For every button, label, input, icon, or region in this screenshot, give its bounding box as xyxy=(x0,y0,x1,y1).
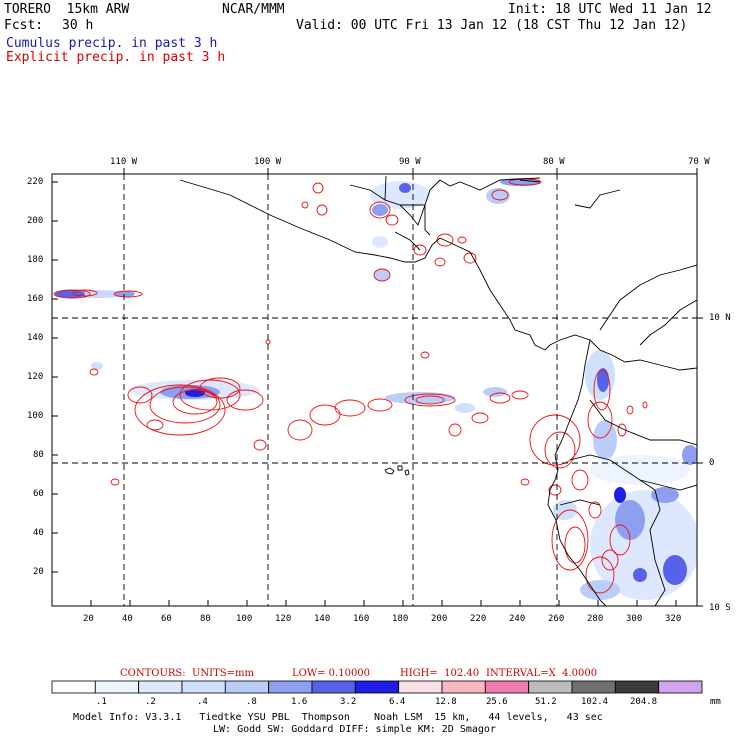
x-tick-label: 100 xyxy=(236,614,253,624)
y-tick-label: 40 xyxy=(33,528,44,538)
x-tick-label: 180 xyxy=(392,614,409,624)
colorbar-swatch xyxy=(51,680,96,694)
x-tick-label: 20 xyxy=(83,614,94,624)
colorbar-label: 25.6 xyxy=(486,697,508,707)
x-tick-label: 160 xyxy=(353,614,370,624)
x-tick-label: 120 xyxy=(275,614,292,624)
y-tick-label: 180 xyxy=(27,255,44,265)
colorbar-swatch xyxy=(658,680,703,694)
x-tick-label: 260 xyxy=(548,614,565,624)
y-tick-label: 60 xyxy=(33,489,44,499)
x-tick-label: 60 xyxy=(161,614,172,624)
coastlines xyxy=(179,175,697,606)
contours-high: HIGH= 102.40 xyxy=(400,668,480,679)
x-tick-label: 320 xyxy=(665,614,682,624)
x-tick-label: 200 xyxy=(431,614,448,624)
axis-tick-marks xyxy=(52,168,703,607)
colorbar-unit: mm xyxy=(710,697,721,707)
y-tick-label: 200 xyxy=(27,216,44,226)
x-tick-label: 280 xyxy=(587,614,604,624)
colorbar-swatch xyxy=(181,680,226,694)
explicit-legend-line: Explicit precip. in past 3 h xyxy=(6,50,226,65)
y-tick-label: 140 xyxy=(27,333,44,343)
model-title: TORERO 15km ARW xyxy=(4,2,130,17)
lon-label-70w: 70 W xyxy=(688,157,710,167)
colorbar-label: .2 xyxy=(145,697,156,707)
contours-units: CONTOURS: UNITS=mm xyxy=(120,668,254,679)
colorbar-swatch xyxy=(311,680,356,694)
x-tick-label: 220 xyxy=(470,614,487,624)
cumulus-legend-line: Cumulus precip. in past 3 h xyxy=(6,36,218,51)
colorbar-swatch xyxy=(94,680,140,694)
map-frame xyxy=(51,173,698,607)
y-tick-label: 20 xyxy=(33,567,44,577)
colorbar xyxy=(51,680,703,694)
lon-label-90w: 90 W xyxy=(399,157,421,167)
lon-label-110w: 110 W xyxy=(110,157,138,167)
colorbar-label: 102.4 xyxy=(581,697,609,707)
colorbar-label: .4 xyxy=(197,697,208,707)
colorbar-label: .8 xyxy=(246,697,257,707)
lat-label-10s: 10 S xyxy=(709,603,731,613)
colorbar-swatch xyxy=(138,680,183,694)
x-tick-label: 80 xyxy=(200,614,211,624)
y-tick-label: 220 xyxy=(27,177,44,187)
model-info-line2: LW: Godd SW: Goddard DIFF: simple KM: 2D… xyxy=(213,724,496,735)
x-tick-label: 300 xyxy=(626,614,643,624)
init-time: Init: 18 UTC Wed 11 Jan 12 xyxy=(508,2,712,17)
lat-lon-grid xyxy=(52,174,697,606)
cumulus-precip-shading xyxy=(55,178,697,600)
colorbar-swatch xyxy=(224,680,270,694)
colorbar-swatch xyxy=(571,680,616,694)
colorbar-swatch xyxy=(398,680,443,694)
lon-label-100w: 100 W xyxy=(254,157,282,167)
y-tick-label: 100 xyxy=(27,411,44,421)
explicit-precip-contours xyxy=(53,178,648,594)
lat-label-0: 0 xyxy=(709,458,715,468)
colorbar-label: 3.2 xyxy=(340,697,357,707)
contours-low: LOW= 0.10000 xyxy=(292,668,371,679)
lon-label-80w: 80 W xyxy=(543,157,565,167)
y-tick-label: 80 xyxy=(33,450,44,460)
colorbar-label: 204.8 xyxy=(630,697,658,707)
x-tick-label: 240 xyxy=(509,614,526,624)
colorbar-label: .1 xyxy=(96,697,107,707)
colorbar-swatch xyxy=(528,680,573,694)
colorbar-label: 12.8 xyxy=(435,697,457,707)
colorbar-label: 51.2 xyxy=(535,697,557,707)
x-tick-label: 40 xyxy=(122,614,133,624)
colorbar-swatch xyxy=(441,680,486,694)
lat-label-10n: 10 N xyxy=(709,313,731,323)
y-tick-label: 120 xyxy=(27,372,44,382)
colorbar-swatch xyxy=(484,680,529,694)
x-tick-label: 140 xyxy=(314,614,331,624)
forecast-hours: 30 h xyxy=(62,18,94,33)
colorbar-label: 1.6 xyxy=(291,697,308,707)
model-info-line1: Model Info: V3.3.1 Tiedtke YSU PBL Thomp… xyxy=(73,712,603,723)
colorbar-swatch xyxy=(614,680,659,694)
org-label: NCAR/MMM xyxy=(222,2,285,17)
y-tick-label: 160 xyxy=(27,294,44,304)
contours-interval: INTERVAL=X 4.0000 xyxy=(486,668,598,679)
colorbar-label: 6.4 xyxy=(389,697,406,707)
colorbar-swatch xyxy=(268,680,313,694)
colorbar-swatch xyxy=(354,680,399,694)
forecast-label: Fcst: xyxy=(4,18,44,33)
valid-time: Valid: 00 UTC Fri 13 Jan 12 (18 CST Thu … xyxy=(296,18,688,33)
